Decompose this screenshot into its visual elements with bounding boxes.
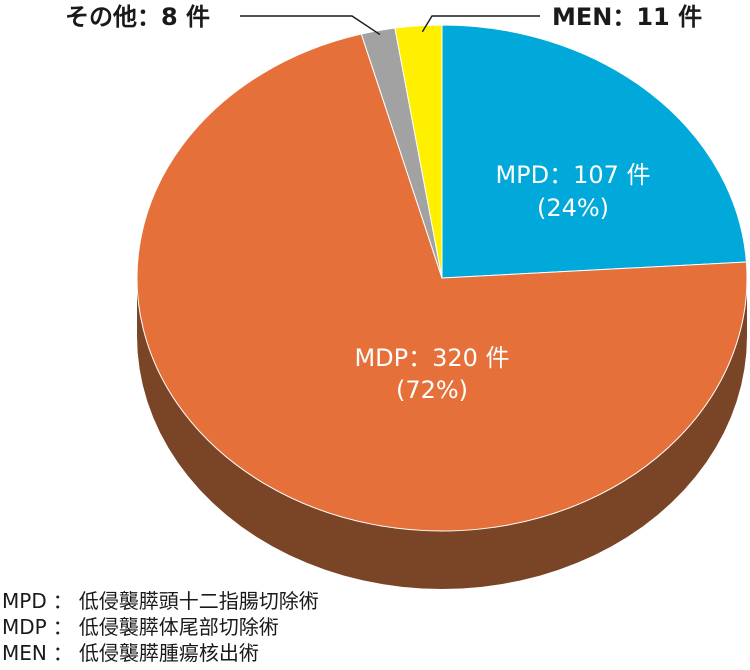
legend-abbr: MPD (2, 589, 47, 613)
abbreviation-legend: MPD：低侵襲膵頭十二指腸切除術 MDP：低侵襲膵体尾部切除術 MEN：低侵襲膵… (2, 588, 319, 666)
slice-top-mdp (136, 33, 748, 532)
legend-description: 低侵襲膵体尾部切除術 (78, 615, 279, 639)
slice-side-mdp (137, 278, 747, 589)
slice-percent-mdp: (72%) (396, 376, 468, 404)
slice-top-men (394, 24, 443, 279)
slice-label-mpd: MPD：107 件 (495, 161, 650, 189)
slice-label-mdp: MDP：320 件 (354, 344, 509, 372)
legend-description: 低侵襲膵腫瘍核出術 (78, 641, 259, 665)
slice-label-other: その他：8 件 (65, 3, 210, 31)
slice-label-men: MEN：11 件 (552, 3, 702, 31)
pie-sides (137, 278, 747, 589)
slice-top-mpd (441, 24, 747, 279)
leader-line-men (421, 15, 540, 33)
legend-separator: ： (52, 641, 73, 665)
legend-row-mpd: MPD：低侵襲膵頭十二指腸切除術 (2, 588, 319, 614)
leader-lines (240, 15, 540, 36)
slice-percent-mpd: (24%) (537, 194, 609, 222)
legend-separator: ： (52, 615, 73, 639)
legend-abbr: MEN (2, 641, 47, 665)
legend-description: 低侵襲膵頭十二指腸切除術 (78, 589, 319, 613)
pie-chart: MPD：107 件 (24%) MDP：320 件 (72%) その他：8 件 MEN：1… (65, 3, 748, 589)
slice-labels: MPD：107 件 (24%) MDP：320 件 (72%) その他：8 件 MEN：1… (65, 3, 702, 404)
leader-line-other (240, 15, 381, 36)
pie-tops (136, 24, 748, 532)
legend-row-men: MEN：低侵襲膵腫瘍核出術 (2, 640, 319, 666)
legend-separator: ： (52, 589, 73, 613)
legend-row-mdp: MDP：低侵襲膵体尾部切除術 (2, 614, 319, 640)
legend-abbr: MDP (2, 615, 47, 639)
